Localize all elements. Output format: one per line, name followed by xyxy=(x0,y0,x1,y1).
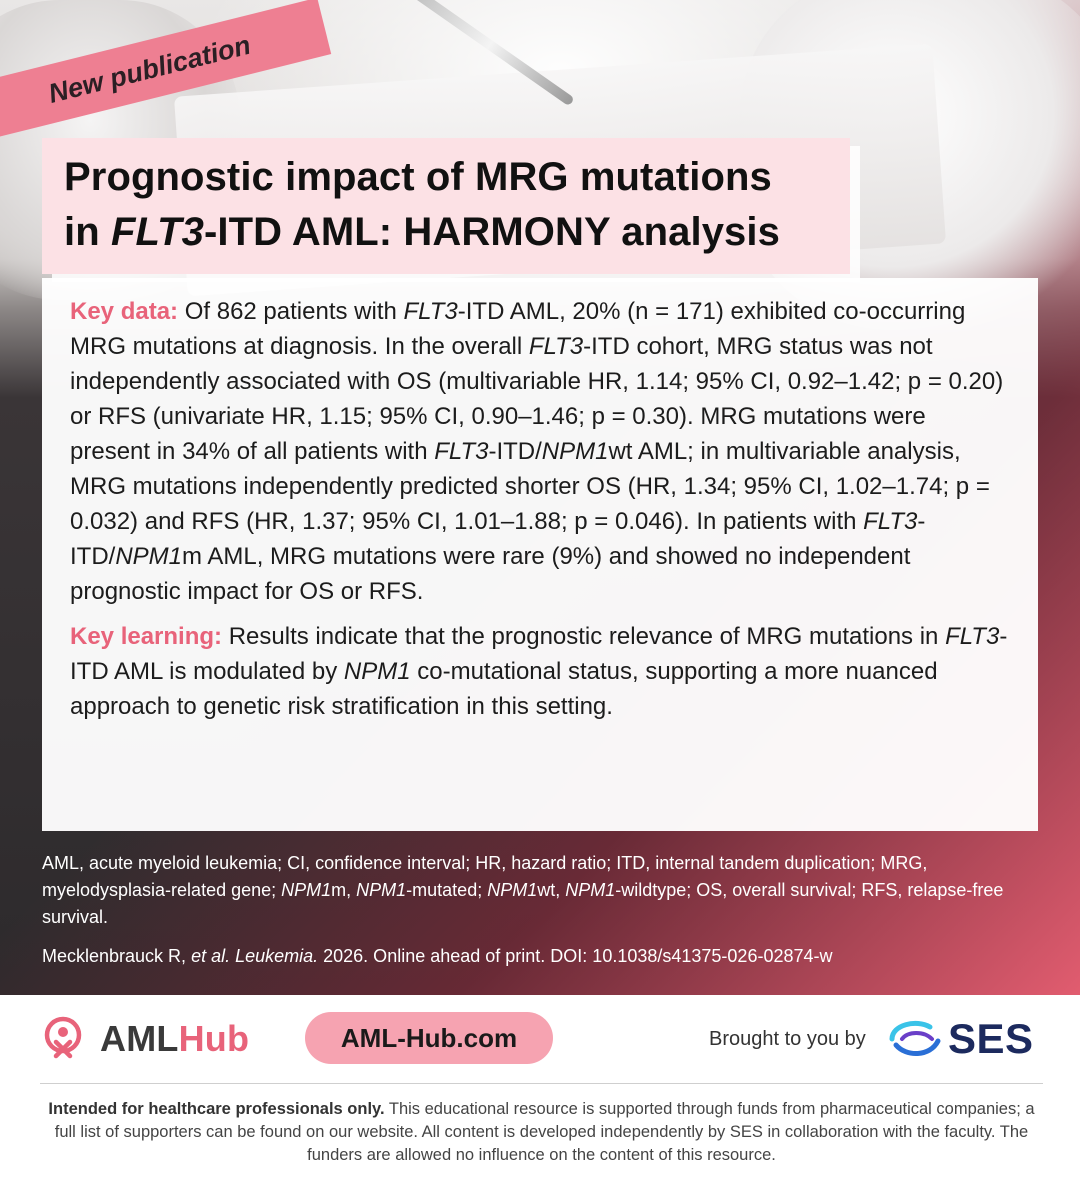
disclaimer-bold: Intended for healthcare professionals on… xyxy=(48,1100,385,1118)
text-run: m, xyxy=(331,880,357,900)
italic-term: FLT3 xyxy=(434,438,489,465)
italic-term: NPM1 xyxy=(343,658,411,685)
text-run: -ITD/ xyxy=(70,508,926,570)
italic-term: NPM1 xyxy=(356,880,407,900)
text-run: Mecklenbrauck R, xyxy=(42,946,192,966)
ses-wordmark: SES xyxy=(948,1015,1034,1062)
text-run: -wildtype; OS, overall survival; RFS, re… xyxy=(42,880,1004,927)
italic-term: NPM1 xyxy=(487,880,538,900)
italic-term: NPM1 xyxy=(541,438,609,465)
reference-text: Mecklenbrauck R, et al. Leukemia. 2026. … xyxy=(42,943,1042,970)
website-button[interactable]: AML-Hub.com xyxy=(305,1012,553,1064)
brand-bar: AMLHub AML-Hub.com Brought to you by SES xyxy=(0,995,1080,1083)
text-run: -ITD cohort, MRG status was not independ… xyxy=(70,333,1004,465)
ses-swirl-icon xyxy=(889,1021,941,1056)
italic-term: FLT3 xyxy=(945,623,1000,650)
ses-logo: SES xyxy=(886,1015,1034,1063)
title-line-1: Prognostic impact of MRG mutations xyxy=(64,155,772,199)
italic-term: NPM1 xyxy=(565,880,616,900)
title-box: Prognostic impact of MRG mutations in FL… xyxy=(42,138,850,274)
text-run: 2026. Online ahead of print. DOI: 10.103… xyxy=(318,946,833,966)
brought-by-label: Brought to you by xyxy=(709,1028,866,1050)
italic-term: NPM1 xyxy=(115,543,183,570)
text-run: -ITD/ xyxy=(488,438,542,465)
text-run: -ITD AML, 20% (n = 171) exhibited co-occ… xyxy=(70,298,966,360)
text-run: -ITD AML is modulated by xyxy=(70,623,1008,685)
logo-part-aml: AML xyxy=(100,1018,179,1059)
key-learning-label: Key learning: xyxy=(70,623,223,650)
logo-part-hub: Hub xyxy=(178,1018,250,1059)
key-data-label: Key data: xyxy=(70,298,179,325)
title-line-2: in FLT3-ITD AML: HARMONY analysis xyxy=(64,210,780,254)
abbreviations-text: AML, acute myeloid leukemia; CI, confide… xyxy=(42,850,1042,931)
text-run: Of 862 patients with xyxy=(178,298,404,325)
italic-term: FLT3 xyxy=(403,298,458,325)
disclaimer: Intended for healthcare professionals on… xyxy=(40,1098,1043,1167)
summary-panel: Key data: Of 862 patients with FLT3-ITD … xyxy=(42,278,1038,831)
text-run: wt, xyxy=(537,880,566,900)
footnotes: AML, acute myeloid leukemia; CI, confide… xyxy=(42,850,1042,970)
key-data-text: Of 862 patients with FLT3-ITD AML, 20% (… xyxy=(70,298,1003,605)
title-line-2-rest: -ITD AML: HARMONY analysis xyxy=(203,210,780,254)
aml-hub-wordmark: AMLHub xyxy=(100,1018,249,1060)
key-data-paragraph: Key data: Of 862 patients with FLT3-ITD … xyxy=(70,294,1010,609)
text-run: m AML, MRG mutations were rare (9%) and … xyxy=(70,543,911,605)
text-run: wt AML; in multivariable analysis, MRG m… xyxy=(70,438,990,535)
location-pin-icon xyxy=(44,1016,82,1059)
text-run: AML, acute myeloid leukemia; CI, confide… xyxy=(42,853,928,900)
key-learning-text: Results indicate that the prognostic rel… xyxy=(70,623,1007,720)
disclaimer-text: This educational resource is supported t… xyxy=(54,1100,1035,1164)
key-learning-paragraph: Key learning: Results indicate that the … xyxy=(70,619,1010,724)
title-gene-italic: FLT3 xyxy=(110,210,204,254)
italic-term: FLT3 xyxy=(863,508,918,535)
divider xyxy=(40,1083,1043,1084)
italic-term: FLT3 xyxy=(528,333,584,360)
aml-hub-logo[interactable]: AMLHub xyxy=(40,1015,290,1063)
italic-term: NPM1 xyxy=(281,880,332,900)
text-run: co-mutational status, supporting a more … xyxy=(70,658,938,720)
text-run: Results indicate that the prognostic rel… xyxy=(222,623,946,650)
text-run: -mutated; xyxy=(406,880,488,900)
italic-term: et al. Leukemia. xyxy=(191,946,319,966)
